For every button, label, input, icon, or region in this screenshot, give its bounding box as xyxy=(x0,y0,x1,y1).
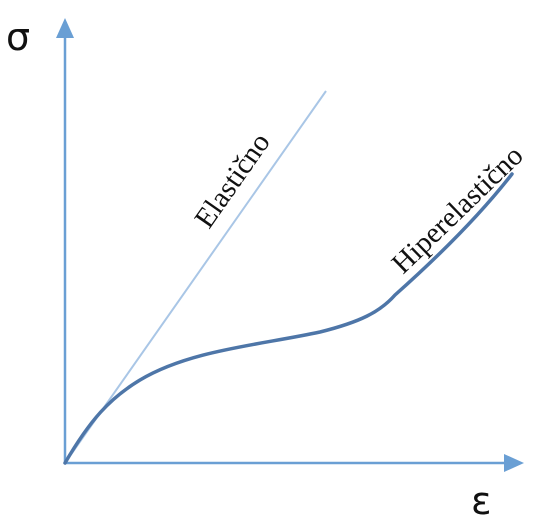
y-axis-symbol: σ xyxy=(6,15,30,59)
elastic-line xyxy=(64,90,327,464)
x-axis-symbol: ε xyxy=(471,479,492,521)
x-axis-arrowhead xyxy=(504,454,524,472)
hyperelastic-label: Hiperelastično xyxy=(386,140,530,280)
hyperelastic-curve xyxy=(63,172,514,465)
y-axis-arrowhead xyxy=(56,18,74,38)
